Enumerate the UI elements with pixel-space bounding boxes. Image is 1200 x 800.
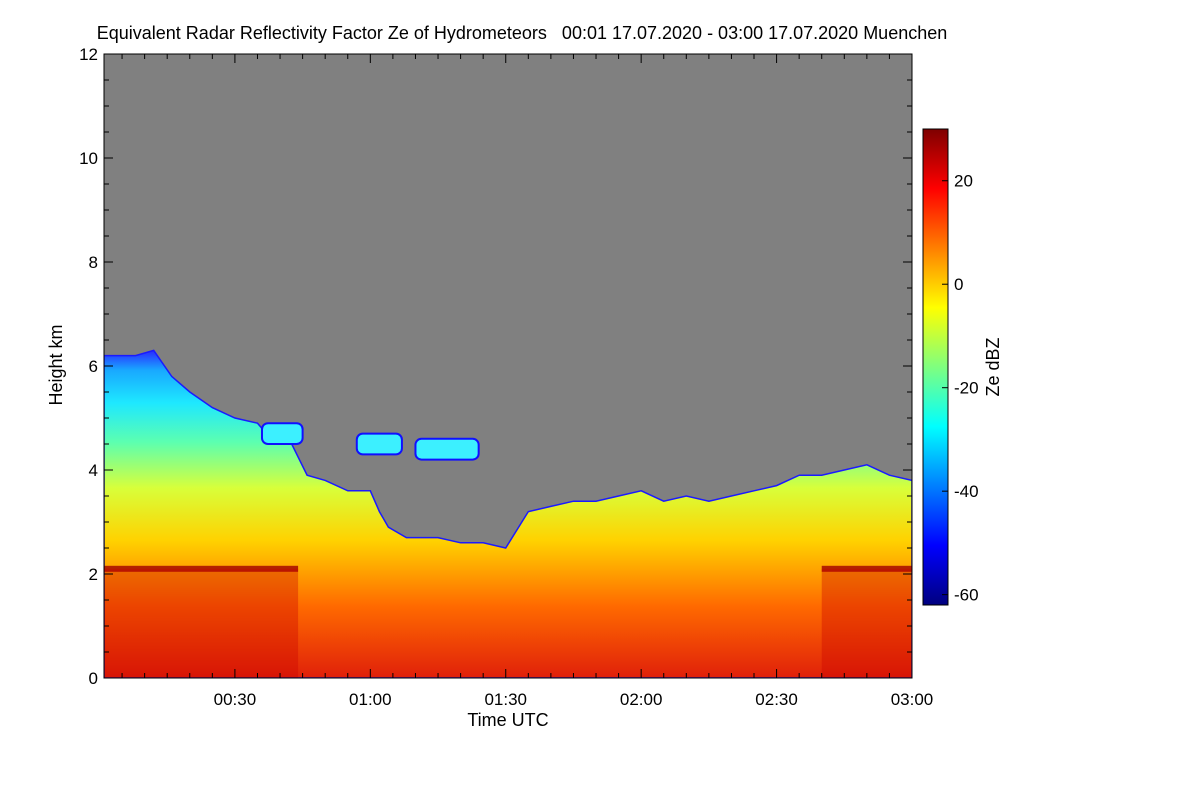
x-tick-label: 00:30 — [214, 690, 257, 709]
colorbar: -60 -40 -20 0 20 Ze dBZ — [922, 128, 1003, 606]
y-tick-label: 4 — [89, 461, 98, 480]
y-tick-label: 12 — [79, 45, 98, 64]
x-tick-label: 02:30 — [755, 690, 798, 709]
isolated-echo — [260, 422, 304, 446]
y-axis: 0 2 4 6 8 10 12 — [79, 45, 912, 688]
bright-band — [104, 565, 299, 572]
colorbar-tick-label: 20 — [954, 172, 973, 191]
colorbar-scale — [922, 128, 949, 606]
x-tick-label: 02:00 — [620, 690, 663, 709]
y-tick-label: 8 — [89, 253, 98, 272]
colorbar-tick-label: 0 — [954, 275, 963, 294]
isolated-echo — [355, 432, 403, 456]
x-axis-label: Time UTC — [467, 710, 548, 730]
y-tick-label: 2 — [89, 565, 98, 584]
colorbar-tick-label: -60 — [954, 586, 979, 605]
x-tick-label: 01:30 — [484, 690, 527, 709]
heavy-rain-column — [104, 568, 299, 678]
isolated-echo — [414, 437, 480, 461]
y-tick-label: 6 — [89, 357, 98, 376]
plot-area — [104, 54, 912, 678]
colorbar-label: Ze dBZ — [983, 337, 1003, 396]
colorbar-tick-label: -20 — [954, 379, 979, 398]
chart-title: Equivalent Radar Reflectivity Factor Ze … — [97, 23, 948, 43]
x-axis: 00:30 01:00 01:30 02:00 02:30 03:00 — [121, 54, 934, 709]
y-tick-label: 10 — [79, 149, 98, 168]
echo-region — [104, 349, 912, 678]
colorbar-ticks: -60 -40 -20 0 20 — [942, 172, 979, 605]
bright-band — [821, 565, 912, 572]
x-tick-label: 01:00 — [349, 690, 392, 709]
y-axis-label: Height km — [46, 324, 66, 405]
y-tick-label: 0 — [89, 669, 98, 688]
heavy-rain-column — [821, 568, 912, 678]
colorbar-tick-label: -40 — [954, 482, 979, 501]
x-tick-label: 03:00 — [891, 690, 934, 709]
